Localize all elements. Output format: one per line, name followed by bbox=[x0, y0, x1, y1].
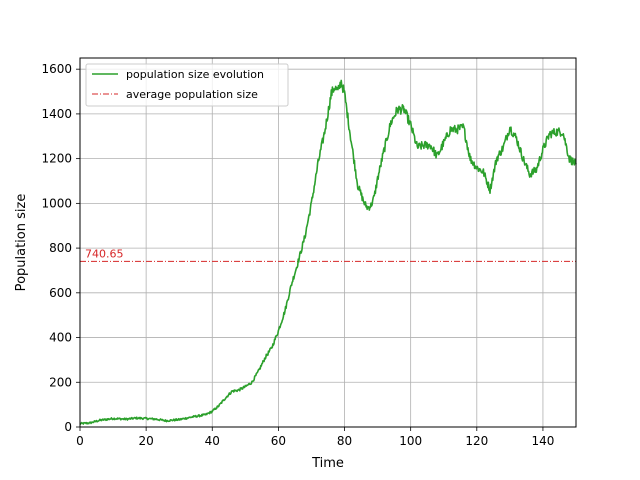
x-tick-label: 20 bbox=[138, 434, 153, 448]
y-tick-label: 1200 bbox=[41, 152, 72, 166]
y-tick-label: 200 bbox=[49, 375, 72, 389]
y-axis-ticks: 0 200 400 600 800 1000 1200 1400 1600 bbox=[41, 62, 80, 434]
x-axis-label: Time bbox=[311, 456, 344, 471]
y-tick-label: 1000 bbox=[41, 196, 72, 210]
y-tick-label: 1400 bbox=[41, 107, 72, 121]
y-tick-label: 800 bbox=[49, 241, 72, 255]
x-tick-label: 140 bbox=[531, 434, 554, 448]
x-tick-label: 100 bbox=[399, 434, 422, 448]
average-line-layer: 740.65 bbox=[80, 247, 576, 262]
x-tick-label: 120 bbox=[465, 434, 488, 448]
x-tick-label: 40 bbox=[205, 434, 220, 448]
legend-label-population: population size evolution bbox=[126, 68, 264, 81]
x-tick-label: 80 bbox=[337, 434, 352, 448]
population-line bbox=[79, 79, 577, 425]
y-tick-label: 1600 bbox=[41, 62, 72, 76]
y-axis-label: Population size bbox=[14, 194, 29, 292]
y-tick-label: 600 bbox=[49, 286, 72, 300]
y-tick-label: 0 bbox=[64, 420, 72, 434]
average-value-label: 740.65 bbox=[85, 247, 124, 260]
plot-frame bbox=[79, 57, 577, 428]
legend: population size evolution average popula… bbox=[85, 63, 289, 107]
legend-box bbox=[85, 63, 289, 107]
y-tick-label: 400 bbox=[49, 331, 72, 345]
x-tick-label: 0 bbox=[76, 434, 84, 448]
legend-label-average: average population size bbox=[126, 88, 258, 101]
series-layer bbox=[79, 79, 577, 425]
x-tick-label: 60 bbox=[271, 434, 286, 448]
x-axis-ticks: 0 20 40 60 80 100 120 140 bbox=[76, 427, 554, 448]
